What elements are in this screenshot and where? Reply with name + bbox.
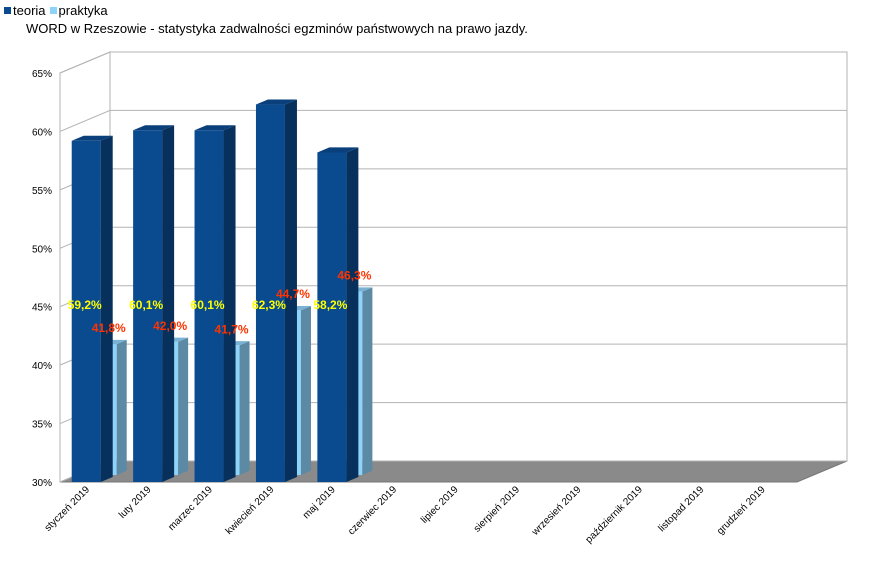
bar-teoria-top	[71, 135, 113, 141]
data-label-praktyka: 41,8%	[92, 321, 126, 335]
legend-swatch-praktyka	[49, 7, 57, 14]
bar-teoria-front	[255, 104, 285, 483]
y-tick-label: 55%	[32, 186, 52, 197]
y-tick-label: 35%	[32, 420, 52, 431]
data-label-praktyka: 41,7%	[215, 322, 249, 336]
gridline	[59, 109, 847, 132]
bar-teoria-side	[162, 125, 175, 482]
bar-teoria-side	[346, 147, 359, 482]
x-category-label: styczeń 2019	[43, 484, 93, 534]
bar-teoria	[317, 147, 359, 482]
data-label-praktyka: 44,7%	[276, 287, 310, 301]
x-category-label: grudzień 2019	[715, 484, 768, 537]
legend-label-praktyka: praktyka	[58, 3, 108, 18]
y-tick-label: 45%	[32, 303, 52, 314]
bar-teoria	[133, 125, 175, 482]
chart-title: WORD w Rzeszowie - statystyka zadwalnośc…	[26, 21, 528, 36]
data-label-teoria: 59,2%	[68, 298, 102, 312]
x-category-label: wrzesień 2019	[529, 484, 583, 538]
bar-teoria-top	[317, 147, 359, 153]
y-tick-label: 50%	[32, 244, 52, 255]
x-category-label: sierpień 2019	[472, 484, 523, 535]
bar-praktyka-side	[239, 341, 250, 475]
y-tick-label: 60%	[32, 127, 52, 138]
y-tick-label: 30%	[32, 478, 52, 489]
x-category-label: czerwiec 2019	[346, 484, 399, 537]
gridline	[59, 51, 847, 74]
data-label-teoria: 58,2%	[313, 298, 347, 312]
y-tick-label: 40%	[32, 361, 52, 372]
data-label-teoria: 60,1%	[191, 298, 225, 312]
bar-teoria-side	[284, 99, 297, 483]
x-category-label: listopad 2019	[656, 484, 706, 534]
bar-teoria-front	[133, 130, 163, 482]
bar-teoria-side	[223, 125, 236, 482]
y-tick-label: 65%	[32, 69, 52, 80]
x-category-label: kwiecień 2019	[224, 484, 277, 537]
x-category-label: luty 2019	[117, 484, 154, 521]
x-category-label: lipiec 2019	[419, 484, 461, 526]
data-label-praktyka: 42,0%	[153, 319, 187, 333]
x-category-label: marzec 2019	[166, 484, 215, 533]
bar-teoria-front	[194, 130, 224, 482]
legend: teoria praktyka	[4, 3, 108, 18]
y-axis-ticks: 30% 35% 40% 45% 50% 55% 60% 65%	[32, 69, 52, 489]
bar-praktyka-side	[362, 287, 373, 475]
bar-teoria-top	[255, 99, 297, 105]
bar-teoria	[71, 135, 113, 483]
bar-teoria-top	[133, 125, 175, 131]
bar-praktyka-side	[300, 306, 311, 475]
bar-teoria-front	[71, 140, 101, 482]
x-category-label: październik 2019	[584, 484, 646, 546]
legend-item-teoria: teoria	[4, 3, 46, 18]
bars-teoria	[71, 99, 359, 483]
x-axis-categories: styczeń 2019 luty 2019 marzec 2019 kwiecień…	[43, 484, 768, 546]
legend-item-praktyka: praktyka	[49, 3, 108, 18]
bar-teoria	[255, 99, 297, 483]
data-label-teoria: 62,3%	[252, 298, 286, 312]
data-label-teoria: 60,1%	[129, 298, 163, 312]
bar-teoria-top	[194, 125, 236, 131]
legend-swatch-teoria	[4, 7, 11, 14]
data-labels: 59,2%41,8%60,1%42,0%60,1%41,7%62,3%44,7%…	[68, 269, 372, 337]
bar-teoria-side	[100, 135, 113, 483]
bar-teoria	[194, 125, 236, 482]
bar-praktyka-side	[116, 339, 127, 475]
x-category-label: maj 2019	[301, 484, 338, 521]
data-label-praktyka: 46,3%	[337, 269, 371, 283]
bar-praktyka-side	[178, 337, 189, 475]
bar-teoria-front	[317, 152, 347, 482]
legend-label-teoria: teoria	[13, 3, 46, 18]
